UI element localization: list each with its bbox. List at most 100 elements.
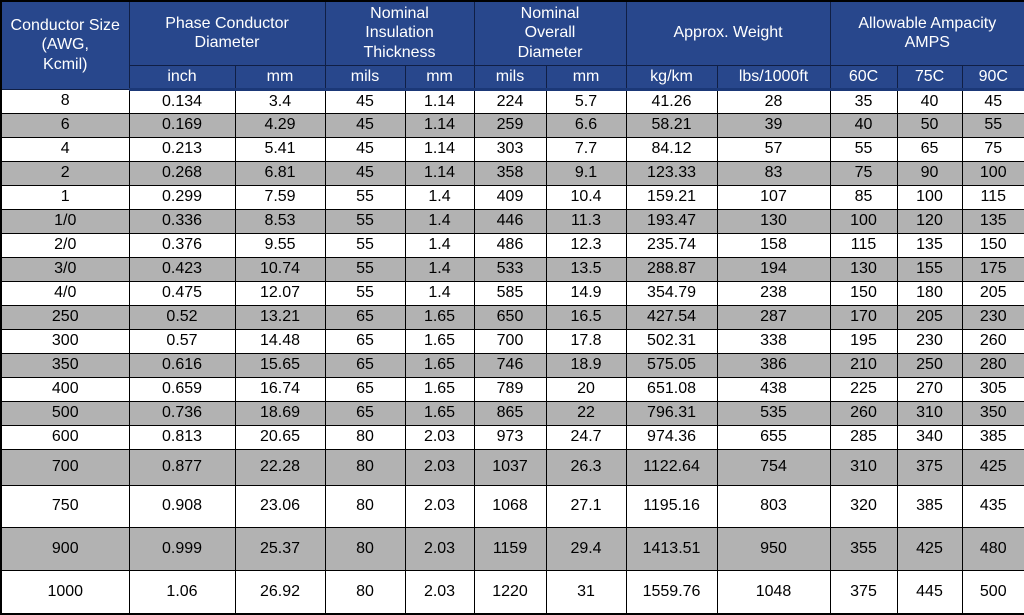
- value-cell: 84.12: [625, 136, 718, 162]
- value-cell: 159.21: [625, 184, 718, 210]
- value-cell: 0.268: [128, 160, 236, 186]
- value-cell: 55: [961, 112, 1024, 138]
- value-cell: 14.48: [234, 328, 326, 354]
- value-cell: 80: [324, 569, 406, 615]
- value-cell: 55: [324, 208, 406, 234]
- value-cell: 123.33: [625, 160, 718, 186]
- value-cell: 130: [829, 256, 898, 282]
- conductor-size-cell: 1/0: [0, 208, 130, 234]
- value-cell: 1159: [473, 526, 547, 571]
- value-cell: 1068: [473, 484, 547, 528]
- value-cell: 0.423: [128, 256, 236, 282]
- table-row: 250 0.52 13.21 65 1.65 650 16.5 427.54 287 170 205…: [0, 304, 1024, 330]
- value-cell: 18.69: [234, 400, 326, 426]
- value-cell: 180: [896, 280, 963, 306]
- unit-lbs-per-1000ft: lbs/1000ft: [716, 64, 831, 91]
- value-cell: 75: [961, 136, 1024, 162]
- value-cell: 340: [896, 424, 963, 450]
- conductor-size-cell: 600: [0, 424, 130, 450]
- value-cell: 310: [829, 448, 898, 486]
- value-cell: 45: [961, 88, 1024, 114]
- value-cell: 10.74: [234, 256, 326, 282]
- value-cell: 135: [896, 232, 963, 258]
- conductor-size-cell: 1: [0, 184, 130, 210]
- value-cell: 41.26: [625, 88, 718, 114]
- value-cell: 39: [716, 112, 831, 138]
- value-cell: 9.1: [545, 160, 627, 186]
- value-cell: 80: [324, 424, 406, 450]
- value-cell: 58.21: [625, 112, 718, 138]
- unit-90c: 90C: [961, 64, 1024, 91]
- value-cell: 17.8: [545, 328, 627, 354]
- value-cell: 28: [716, 88, 831, 114]
- value-cell: 120: [896, 208, 963, 234]
- value-cell: 0.659: [128, 376, 236, 402]
- table-row: 1 0.299 7.59 55 1.4 409 10.4 159.21 107 85 100 115: [0, 184, 1024, 210]
- value-cell: 303: [473, 136, 547, 162]
- table-row: 3/0 0.423 10.74 55 1.4 533 13.5 288.87 194 130 155…: [0, 256, 1024, 282]
- conductor-size-cell: 500: [0, 400, 130, 426]
- value-cell: 486: [473, 232, 547, 258]
- conductor-size-cell: 4: [0, 136, 130, 162]
- value-cell: 2.03: [404, 448, 475, 486]
- value-cell: 55: [324, 256, 406, 282]
- value-cell: 2.03: [404, 484, 475, 528]
- value-cell: 0.999: [128, 526, 236, 571]
- value-cell: 16.74: [234, 376, 326, 402]
- value-cell: 18.9: [545, 352, 627, 378]
- value-cell: 0.376: [128, 232, 236, 258]
- value-cell: 80: [324, 484, 406, 528]
- value-cell: 13.5: [545, 256, 627, 282]
- value-cell: 1220: [473, 569, 547, 615]
- value-cell: 0.299: [128, 184, 236, 210]
- value-cell: 1.4: [404, 208, 475, 234]
- value-cell: 20: [545, 376, 627, 402]
- value-cell: 75: [829, 160, 898, 186]
- value-cell: 438: [716, 376, 831, 402]
- value-cell: 55: [324, 184, 406, 210]
- value-cell: 45: [324, 112, 406, 138]
- value-cell: 1.14: [404, 160, 475, 186]
- unit-mm-diameter: mm: [234, 64, 326, 91]
- conductor-size-cell: 6: [0, 112, 130, 138]
- value-cell: 238: [716, 280, 831, 306]
- conductor-size-cell: 8: [0, 88, 130, 114]
- value-cell: 1413.51: [625, 526, 718, 571]
- value-cell: 40: [896, 88, 963, 114]
- conductor-size-cell: 1000: [0, 569, 130, 615]
- value-cell: 0.908: [128, 484, 236, 528]
- value-cell: 375: [896, 448, 963, 486]
- value-cell: 651.08: [625, 376, 718, 402]
- value-cell: 65: [324, 400, 406, 426]
- value-cell: 80: [324, 448, 406, 486]
- value-cell: 355: [829, 526, 898, 571]
- value-cell: 170: [829, 304, 898, 330]
- value-cell: 973: [473, 424, 547, 450]
- value-cell: 1.4: [404, 280, 475, 306]
- value-cell: 0.736: [128, 400, 236, 426]
- value-cell: 0.616: [128, 352, 236, 378]
- value-cell: 135: [961, 208, 1024, 234]
- value-cell: 950: [716, 526, 831, 571]
- value-cell: 754: [716, 448, 831, 486]
- value-cell: 90: [896, 160, 963, 186]
- value-cell: 796.31: [625, 400, 718, 426]
- value-cell: 27.1: [545, 484, 627, 528]
- conductor-size-cell: 2: [0, 160, 130, 186]
- value-cell: 150: [961, 232, 1024, 258]
- header-nominal-overall-diameter: Nominal Overall Diameter: [473, 0, 627, 66]
- value-cell: 80: [324, 526, 406, 571]
- value-cell: 55: [324, 232, 406, 258]
- value-cell: 585: [473, 280, 547, 306]
- value-cell: 310: [896, 400, 963, 426]
- value-cell: 65: [896, 136, 963, 162]
- value-cell: 445: [896, 569, 963, 615]
- table-row: 700 0.877 22.28 80 2.03 1037 26.3 1122.64 754 310…: [0, 448, 1024, 486]
- value-cell: 9.55: [234, 232, 326, 258]
- value-cell: 193.47: [625, 208, 718, 234]
- conductor-size-cell: 700: [0, 448, 130, 486]
- conductor-size-cell: 900: [0, 526, 130, 571]
- value-cell: 320: [829, 484, 898, 528]
- value-cell: 354.79: [625, 280, 718, 306]
- value-cell: 746: [473, 352, 547, 378]
